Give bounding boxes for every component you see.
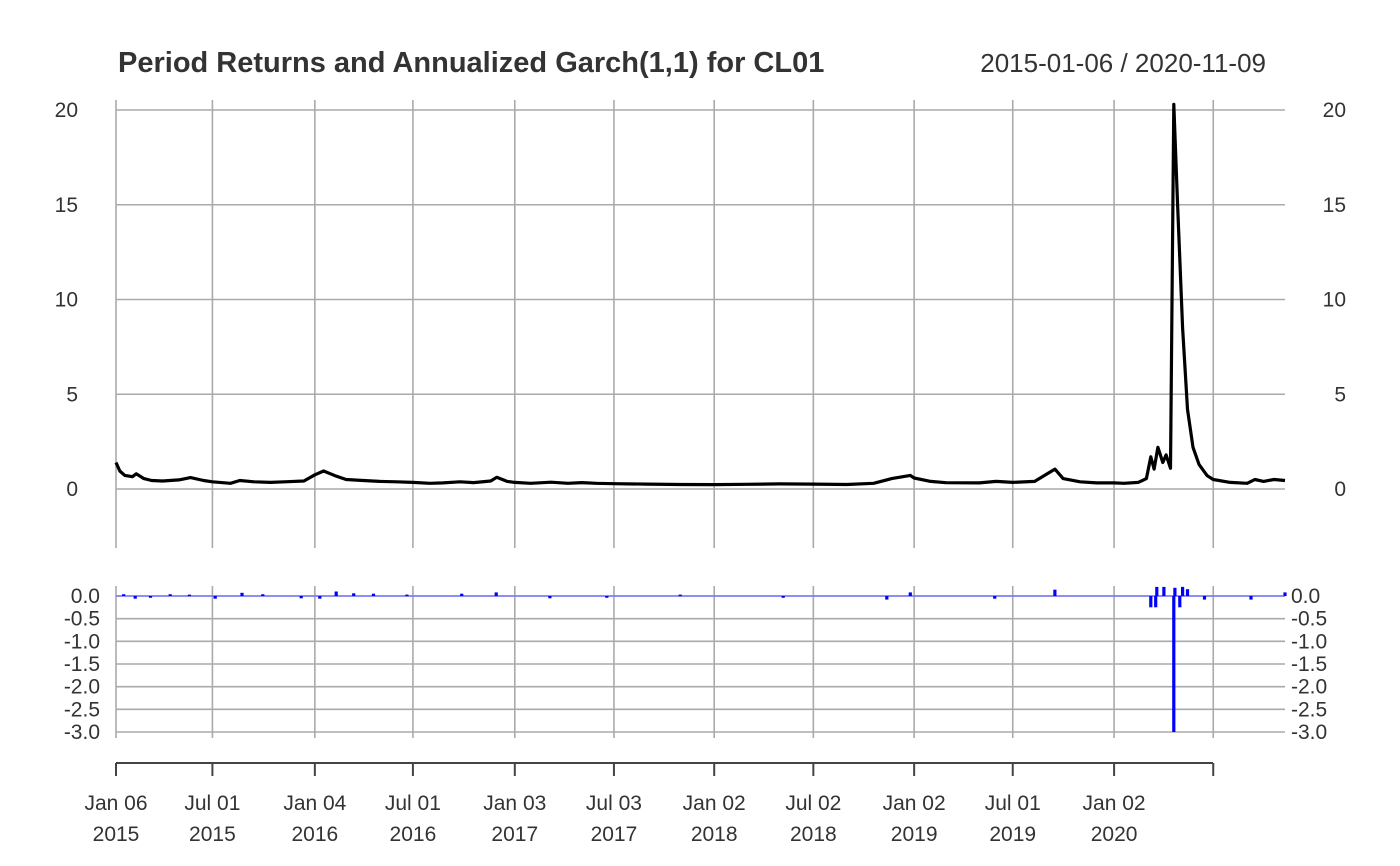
- garch-y-label-left: 0: [66, 478, 78, 501]
- x-tick-label-year: 2017: [591, 823, 638, 846]
- x-tick-label-year: 2018: [691, 823, 738, 846]
- return-bar: [781, 596, 785, 598]
- x-tick-label-year: 2017: [491, 823, 538, 846]
- garch-y-label-right: 10: [1323, 289, 1346, 312]
- x-tick-label-month: Jan 04: [283, 792, 346, 815]
- returns-y-label-right: -3.0: [1291, 721, 1327, 744]
- return-bar: [148, 596, 153, 598]
- x-tick-label-year: 2019: [989, 823, 1036, 846]
- garch-y-label-right: 0: [1334, 478, 1346, 501]
- returns-y-label-left: -3.0: [64, 721, 100, 744]
- returns-y-label-left: -1.0: [64, 630, 100, 653]
- chart-title: Period Returns and Annualized Garch(1,1)…: [118, 47, 824, 79]
- returns-y-label-left: -1.5: [64, 653, 100, 676]
- return-bar: [122, 594, 126, 596]
- return-bar: [1053, 589, 1057, 596]
- x-tick-label-year: 2015: [189, 823, 236, 846]
- garch-y-label-right: 20: [1323, 99, 1346, 122]
- x-tick-label-month: Jan 02: [1083, 792, 1146, 815]
- return-bar: [1185, 589, 1190, 596]
- garch-y-label-left: 20: [55, 99, 78, 122]
- return-bar: [1172, 596, 1176, 732]
- return-bar: [371, 593, 376, 596]
- x-tick-label-month: Jan 03: [483, 792, 546, 815]
- x-tick-label-month: Jul 03: [586, 792, 642, 815]
- x-tick-label-year: 2019: [891, 823, 938, 846]
- return-bar: [1154, 596, 1158, 608]
- x-tick-label-year: 2020: [1091, 823, 1138, 846]
- return-bar: [678, 594, 682, 597]
- returns-y-label-right: 0.0: [1291, 585, 1320, 608]
- return-bar: [1249, 596, 1253, 600]
- returns-y-label-right: -1.0: [1291, 630, 1327, 653]
- returns-y-label-left: -2.0: [64, 676, 100, 699]
- x-tick-label-month: Jul 02: [785, 792, 841, 815]
- x-tick-label-month: Jul 01: [385, 792, 441, 815]
- return-bar: [1202, 596, 1207, 600]
- x-tick-label-month: Jul 01: [184, 792, 240, 815]
- return-bar: [1162, 586, 1166, 596]
- return-bar: [1178, 596, 1182, 608]
- x-tick-label-month: Jan 02: [883, 792, 946, 815]
- return-bar: [993, 596, 997, 599]
- return-bar: [240, 592, 244, 596]
- return-bar: [885, 596, 889, 600]
- date-range: 2015-01-06 / 2020-11-09: [980, 48, 1266, 78]
- return-bar: [605, 596, 609, 598]
- returns-y-label-right: -2.5: [1291, 698, 1327, 721]
- return-bar: [405, 594, 409, 597]
- x-tick-label-month: Jan 06: [84, 792, 147, 815]
- return-bar: [318, 596, 322, 599]
- garch-y-label-left: 15: [55, 194, 78, 217]
- return-bar: [261, 594, 265, 596]
- return-bar: [133, 596, 137, 599]
- returns-y-label-right: -0.5: [1291, 608, 1327, 631]
- return-bar: [548, 596, 552, 599]
- return-bar: [1149, 596, 1153, 608]
- return-bar: [494, 592, 498, 596]
- return-bar: [460, 593, 464, 596]
- return-bar: [299, 596, 303, 599]
- x-axis: Jan 06 2015 Jul 01 2015 Jan 04 2016 Jul 01 2016…: [84, 762, 1215, 846]
- garch-y-label-left: 5: [66, 383, 78, 406]
- x-tick-label-month: Jan 02: [683, 792, 746, 815]
- returns-y-label-right: -2.0: [1291, 676, 1327, 699]
- return-bar: [187, 594, 191, 597]
- return-bar: [1181, 586, 1185, 596]
- return-bar: [213, 596, 217, 599]
- garch-line: [114, 102, 1286, 487]
- garch-panel-grid: [115, 100, 1285, 548]
- return-bar: [1155, 586, 1159, 596]
- returns-panel-grid: [115, 586, 1285, 738]
- x-tick-label-year: 2018: [790, 823, 837, 846]
- returns-y-label-left: -0.5: [64, 608, 100, 631]
- garch-y-label-left: 10: [55, 289, 78, 312]
- return-bar: [908, 592, 912, 596]
- x-tick-label-year: 2015: [93, 823, 140, 846]
- x-tick-label-year: 2016: [291, 823, 338, 846]
- x-tick-label-year: 2016: [390, 823, 437, 846]
- return-bar: [168, 594, 172, 596]
- returns-y-label-left: -2.5: [64, 698, 100, 721]
- return-bar: [1283, 592, 1287, 596]
- returns-y-label-left: 0.0: [71, 585, 100, 608]
- x-tick-label-month: Jul 01: [985, 792, 1041, 815]
- return-bar: [352, 593, 356, 596]
- returns-bars: [116, 586, 1287, 732]
- garch-y-label-right: 15: [1323, 194, 1346, 217]
- garch-y-label-right: 5: [1334, 383, 1346, 406]
- returns-y-label-right: -1.5: [1291, 653, 1327, 676]
- return-bar: [1173, 587, 1177, 596]
- return-bar: [334, 591, 338, 596]
